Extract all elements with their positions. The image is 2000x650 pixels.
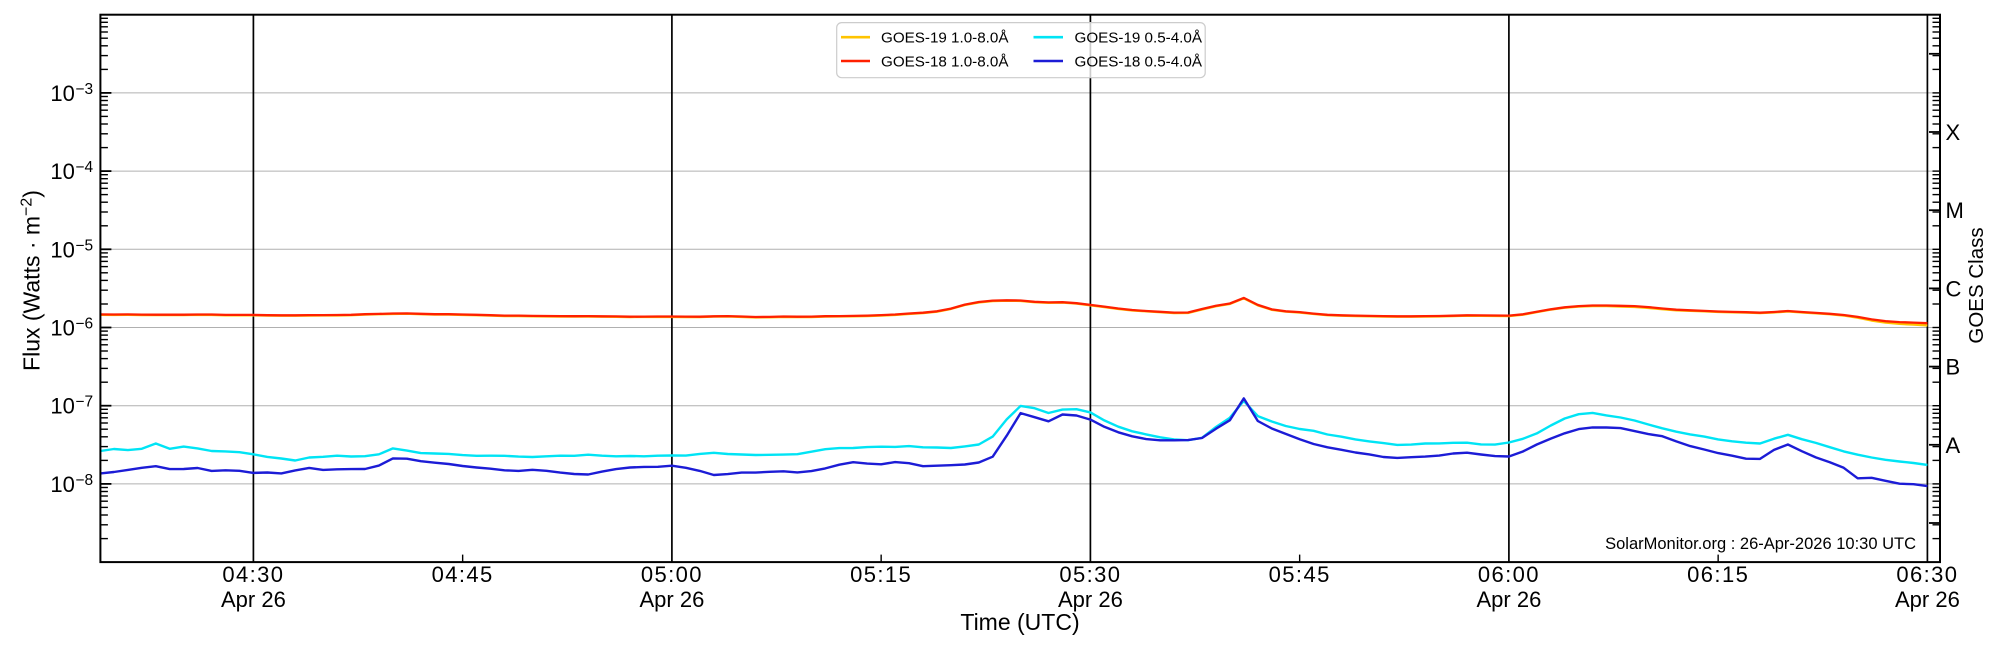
svg-text:04:45: 04:45 bbox=[432, 562, 494, 587]
svg-text:−6: −6 bbox=[75, 316, 93, 333]
svg-text:−5: −5 bbox=[75, 237, 93, 254]
svg-text:A: A bbox=[1946, 433, 1961, 458]
svg-text:10: 10 bbox=[50, 159, 74, 184]
svg-text:GOES-18 1.0-8.0Å: GOES-18 1.0-8.0Å bbox=[881, 54, 1009, 71]
svg-text:05:45: 05:45 bbox=[1269, 562, 1331, 587]
svg-text:06:30: 06:30 bbox=[1896, 562, 1958, 587]
svg-text:SolarMonitor.org : 26-Apr-2026: SolarMonitor.org : 26-Apr-2026 10:30 UTC bbox=[1605, 535, 1916, 553]
svg-text:−4: −4 bbox=[75, 159, 93, 176]
svg-text:B: B bbox=[1946, 355, 1961, 380]
svg-text:GOES-19 0.5-4.0Å: GOES-19 0.5-4.0Å bbox=[1075, 30, 1203, 47]
svg-text:10: 10 bbox=[50, 237, 74, 262]
svg-text:−7: −7 bbox=[75, 394, 93, 411]
svg-text:Apr 26: Apr 26 bbox=[1895, 587, 1960, 612]
svg-text:05:15: 05:15 bbox=[850, 562, 912, 587]
svg-text:06:00: 06:00 bbox=[1478, 562, 1540, 587]
svg-text:GOES-19 1.0-8.0Å: GOES-19 1.0-8.0Å bbox=[881, 30, 1009, 47]
svg-text:05:00: 05:00 bbox=[641, 562, 703, 587]
svg-text:−8: −8 bbox=[75, 472, 93, 489]
svg-text:10: 10 bbox=[50, 472, 74, 497]
svg-text:04:30: 04:30 bbox=[222, 562, 284, 587]
svg-text:C: C bbox=[1946, 276, 1962, 301]
svg-text:M: M bbox=[1946, 198, 1964, 223]
svg-text:Apr 26: Apr 26 bbox=[221, 587, 286, 612]
svg-text:10: 10 bbox=[50, 316, 74, 341]
svg-text:GOES Class: GOES Class bbox=[1965, 227, 1988, 343]
svg-text:Apr 26: Apr 26 bbox=[1058, 587, 1123, 612]
svg-text:10: 10 bbox=[50, 81, 74, 106]
svg-text:05:30: 05:30 bbox=[1059, 562, 1121, 587]
svg-text:Flux (Watts · m−2): Flux (Watts · m−2) bbox=[19, 190, 45, 371]
svg-text:Apr 26: Apr 26 bbox=[639, 587, 704, 612]
svg-text:−3: −3 bbox=[75, 81, 93, 98]
svg-text:X: X bbox=[1946, 120, 1961, 145]
svg-text:10: 10 bbox=[50, 394, 74, 419]
svg-text:Time (UTC): Time (UTC) bbox=[960, 609, 1079, 635]
svg-text:GOES-18 0.5-4.0Å: GOES-18 0.5-4.0Å bbox=[1075, 54, 1203, 71]
svg-text:Apr 26: Apr 26 bbox=[1476, 587, 1541, 612]
svg-text:06:15: 06:15 bbox=[1687, 562, 1749, 587]
